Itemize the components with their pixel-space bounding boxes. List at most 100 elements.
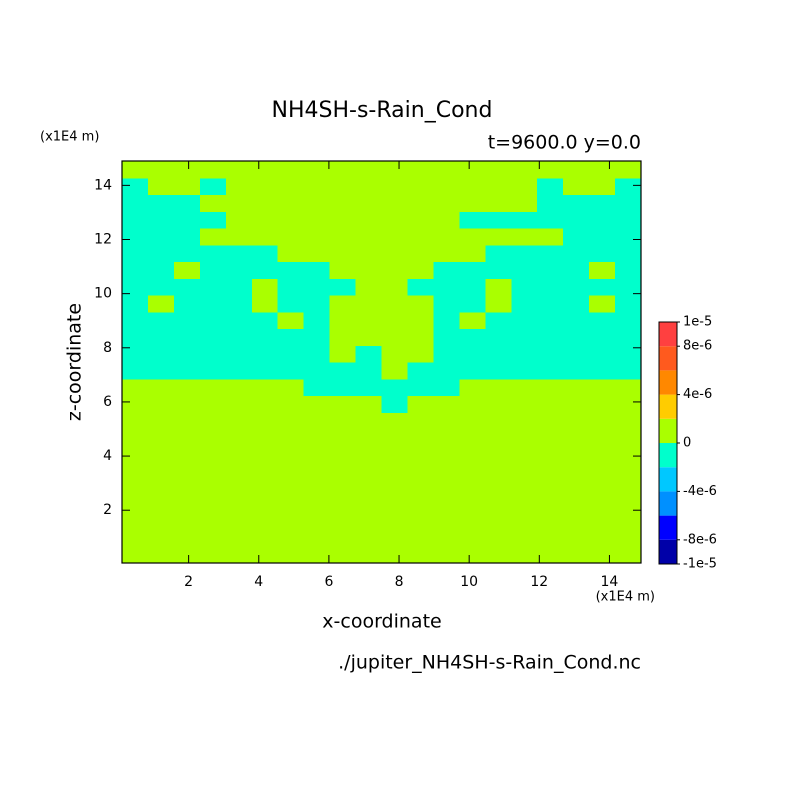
field-cell bbox=[303, 546, 331, 564]
field-cell bbox=[381, 295, 409, 313]
field-cell bbox=[589, 462, 616, 480]
field-cell bbox=[589, 512, 616, 531]
field-cell bbox=[355, 345, 383, 363]
field-cell bbox=[485, 512, 512, 531]
field-cell bbox=[122, 211, 149, 229]
field-cell bbox=[485, 445, 512, 464]
field-cell bbox=[381, 177, 409, 196]
field-cell bbox=[433, 496, 460, 514]
colorbar-band bbox=[659, 467, 677, 492]
field-cell bbox=[563, 395, 590, 413]
field-cell bbox=[537, 177, 564, 196]
field-cell bbox=[173, 395, 201, 413]
field-cell bbox=[225, 529, 253, 547]
field-cell bbox=[459, 228, 486, 246]
field-cell bbox=[173, 345, 201, 363]
colorbar-tick-label: 4e-6 bbox=[683, 387, 712, 402]
colorbar-band bbox=[659, 346, 677, 371]
field-cell bbox=[485, 228, 512, 246]
field-cell bbox=[147, 161, 175, 179]
field-cell bbox=[251, 228, 279, 246]
colorbar-band bbox=[659, 443, 677, 468]
field-cell bbox=[563, 194, 590, 212]
field-cell bbox=[199, 211, 227, 229]
chart-subtitle: t=9600.0 y=0.0 bbox=[488, 132, 641, 154]
field-cell bbox=[433, 211, 460, 229]
field-cell bbox=[433, 295, 460, 313]
field-cell bbox=[225, 328, 253, 346]
field-cell bbox=[251, 496, 279, 514]
y-tick-label: 12 bbox=[94, 232, 112, 248]
field-cell bbox=[589, 445, 616, 464]
field-cell bbox=[459, 161, 486, 179]
field-cell bbox=[122, 546, 149, 564]
field-cell bbox=[277, 194, 305, 212]
axes: 2 4 6 8 10 12 14 2 4 6 8 10 12 14 1e-5 8e-6 4e-6 0 -4e-6 -8… bbox=[94, 160, 717, 590]
field-cell bbox=[251, 328, 279, 346]
field-cell bbox=[589, 194, 616, 212]
field-cell bbox=[199, 345, 227, 363]
field-cell bbox=[303, 445, 331, 464]
field-cell bbox=[511, 211, 538, 229]
field-cell bbox=[537, 445, 564, 464]
y-tick-label: 4 bbox=[103, 448, 112, 464]
field-cell bbox=[225, 194, 253, 212]
field-cell bbox=[407, 177, 434, 196]
field-cell bbox=[563, 378, 590, 397]
field-cell bbox=[563, 328, 590, 346]
field-cell bbox=[277, 512, 305, 531]
field-cell bbox=[433, 194, 460, 212]
field-cell bbox=[407, 378, 434, 397]
field-cell bbox=[407, 479, 434, 497]
field-cell bbox=[433, 395, 460, 413]
field-cell bbox=[563, 445, 590, 464]
field-cell bbox=[485, 496, 512, 514]
field-cell bbox=[589, 311, 616, 330]
field-cell bbox=[485, 378, 512, 397]
field-cell bbox=[329, 512, 357, 531]
field-cell bbox=[511, 311, 538, 330]
field-cell bbox=[355, 445, 383, 464]
y-tick-label: 6 bbox=[103, 394, 112, 410]
field-cell bbox=[355, 546, 383, 564]
field-cell bbox=[147, 445, 175, 464]
field-cell bbox=[329, 362, 357, 380]
field-cell bbox=[589, 345, 616, 363]
field-cell bbox=[537, 261, 564, 279]
field-cell bbox=[433, 161, 460, 179]
field-cell bbox=[355, 244, 383, 263]
field-cell bbox=[433, 512, 460, 531]
field-cell bbox=[589, 177, 616, 196]
field-cell bbox=[147, 311, 175, 330]
field-cell bbox=[199, 261, 227, 279]
field-cell bbox=[355, 378, 383, 397]
field-cell bbox=[355, 328, 383, 346]
field-cell bbox=[459, 177, 486, 196]
field-cell bbox=[122, 177, 149, 196]
field-cell bbox=[329, 345, 357, 363]
field-cell bbox=[485, 529, 512, 547]
field-cell bbox=[537, 546, 564, 564]
field-cell bbox=[225, 462, 253, 480]
field-cell bbox=[563, 261, 590, 279]
field-cell bbox=[147, 479, 175, 497]
plot-frame bbox=[121, 160, 642, 564]
field-cell bbox=[407, 512, 434, 531]
field-cell bbox=[615, 278, 642, 296]
colorbar-tick-label: -4e-6 bbox=[683, 484, 717, 499]
field-cell bbox=[407, 161, 434, 179]
field-cell bbox=[511, 194, 538, 212]
field-cell bbox=[537, 496, 564, 514]
field-cell bbox=[433, 261, 460, 279]
field-cell bbox=[122, 412, 149, 430]
field-cell bbox=[251, 362, 279, 380]
field-cell bbox=[407, 345, 434, 363]
field-cell bbox=[251, 295, 279, 313]
field-cell bbox=[381, 479, 409, 497]
field-cell bbox=[563, 345, 590, 363]
field-cell bbox=[225, 429, 253, 447]
field-cell bbox=[277, 177, 305, 196]
field-cell bbox=[225, 378, 253, 397]
field-cell bbox=[459, 244, 486, 263]
field-cell bbox=[407, 295, 434, 313]
